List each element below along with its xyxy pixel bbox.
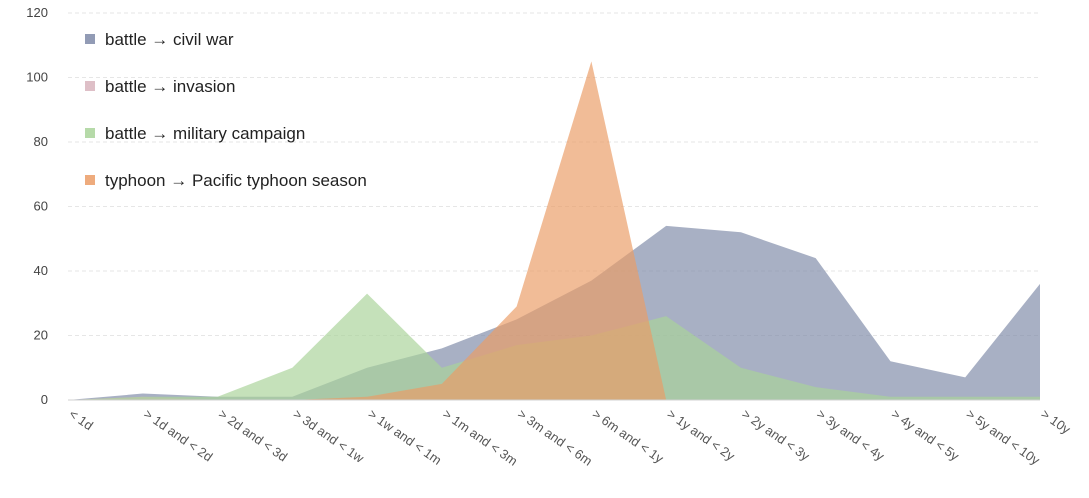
legend-swatch (85, 34, 95, 44)
x-tick-label: > 1w and < 1m (365, 406, 444, 468)
legend-swatch (85, 81, 95, 91)
series-areas (67, 61, 1041, 401)
x-tick-label: > 3m and < 6m (515, 406, 595, 468)
series-area (68, 61, 1040, 400)
y-tick-label: 40 (34, 263, 48, 278)
legend-label: typhoon → Pacific typhoon season (105, 171, 367, 190)
x-tick-label: > 1y and < 2y (664, 406, 738, 464)
legend-label: battle → military campaign (105, 124, 305, 143)
x-tick-label: < 1d (66, 406, 96, 433)
y-tick-label: 60 (34, 199, 48, 214)
y-tick-label: 80 (34, 134, 48, 149)
x-tick-label: > 2y and < 3y (739, 406, 813, 464)
x-tick-label: > 5y and < 10y (964, 406, 1043, 468)
x-tick-label: > 3y and < 4y (814, 406, 888, 464)
y-tick-label: 120 (26, 5, 48, 20)
legend: battle → civil war battle → invasion battl… (85, 30, 367, 190)
legend-swatch (85, 128, 95, 138)
legend-swatch (85, 175, 95, 185)
x-tick-label: > 4y and < 5y (889, 406, 963, 464)
y-tick-label: 100 (26, 70, 48, 85)
x-tick-label: > 1m and < 3m (440, 406, 520, 468)
legend-label: battle → invasion (105, 77, 235, 96)
y-tick-label: 0 (41, 392, 48, 407)
x-tick-label: > 3d and < 1w (291, 406, 368, 466)
x-tick-label: > 6m and < 1y (590, 406, 667, 466)
y-axis-ticks: 0 20 40 60 80 100 120 (26, 5, 48, 407)
legend-label: battle → civil war (105, 30, 234, 49)
x-tick-label: > 1d and < 2d (141, 406, 215, 464)
x-axis-ticks: < 1d > 1d and < 2d > 2d and < 3d > 3d and <… (66, 406, 1073, 468)
y-tick-label: 20 (34, 328, 48, 343)
x-tick-label: > 2d and < 3d (216, 406, 290, 464)
x-tick-label: > 10y (1038, 406, 1073, 437)
